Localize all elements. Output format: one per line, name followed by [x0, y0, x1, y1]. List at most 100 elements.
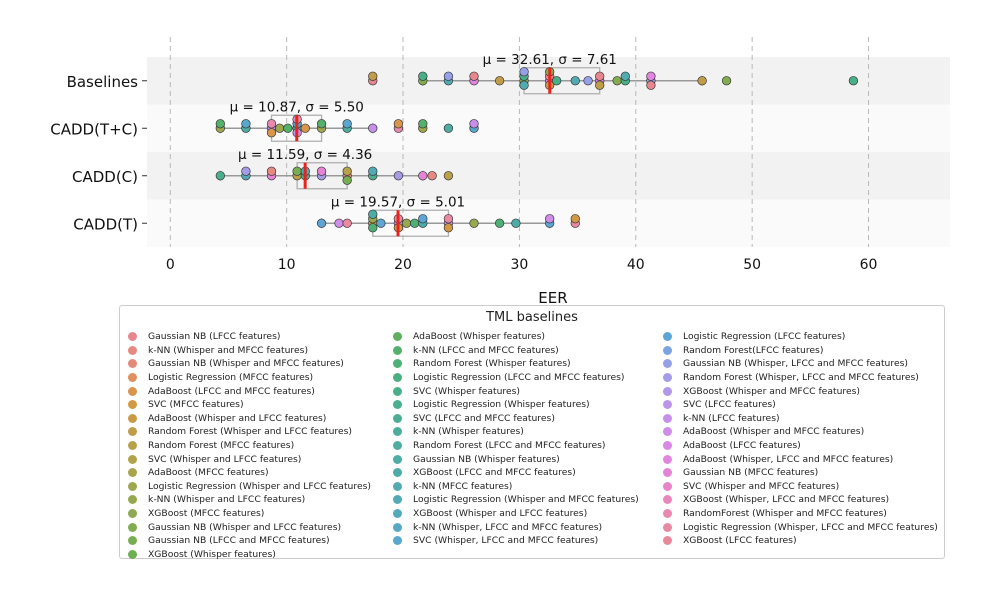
legend-item: AdaBoost (Whisper and MFCC features): [663, 425, 938, 439]
legend-marker: [128, 332, 137, 342]
legend-item: XGBoost (MFCC features): [128, 507, 371, 521]
legend-marker: [128, 495, 137, 505]
legend-label: XGBoost (MFCC features): [148, 508, 265, 520]
legend-marker: [663, 332, 672, 342]
legend-label: Gaussian NB (Whisper and LFCC features): [148, 521, 342, 533]
data-point: [570, 214, 580, 224]
legend-marker: [128, 345, 137, 355]
legend-label: AdaBoost (LFCC features): [683, 440, 801, 452]
data-point: [368, 223, 378, 233]
mean-sd-annotation: μ = 11.59, σ = 4.36: [238, 147, 372, 163]
data-point: [443, 71, 454, 81]
legend-marker: [128, 413, 137, 423]
x-tick-label: 60: [860, 257, 878, 273]
data-point: [266, 128, 277, 138]
legend-item: Random Forest(LFCC features): [663, 344, 938, 358]
legend-marker: [393, 413, 402, 423]
legend-item: AdaBoost (Whisper features): [393, 330, 639, 344]
legend-marker: [393, 400, 402, 410]
legend-item: Logistic Regression (Whisper and MFCC fe…: [393, 493, 639, 507]
data-point: [583, 76, 593, 86]
data-point: [570, 76, 580, 86]
legend-label: Logistic Regression (MFCC features): [148, 372, 314, 384]
legend-marker: [393, 509, 402, 519]
data-point: [551, 76, 562, 86]
legend-marker: [128, 441, 137, 451]
data-point: [646, 71, 656, 81]
x-tick-label: 0: [166, 257, 175, 273]
data-point: [368, 71, 378, 81]
legend-marker: [663, 413, 672, 423]
data-point: [443, 123, 454, 133]
legend-item: SVC (Whisper and MFCC features): [663, 480, 938, 494]
legend-marker: [128, 509, 137, 519]
legend-marker: [393, 468, 402, 478]
legend-marker: [663, 522, 672, 532]
legend-item: SVC (MFCC features): [128, 398, 371, 412]
data-point: [316, 166, 327, 176]
legend-item: XGBoost (LFCC features): [663, 534, 938, 548]
data-point: [469, 119, 479, 129]
legend-marker: [128, 427, 137, 437]
legend-label: AdaBoost (Whisper and MFCC features): [683, 426, 865, 438]
data-point: [418, 71, 428, 81]
legend-item: Gaussian NB (LFCC features): [128, 330, 371, 344]
legend-label: Random Forest (MFCC features): [148, 440, 295, 452]
legend-item: AdaBoost (LFCC and MFCC features): [128, 384, 371, 398]
data-point: [292, 166, 302, 176]
legend-marker: [128, 522, 137, 532]
data-point: [620, 71, 630, 81]
legend-item: Gaussian NB (Whisper, LFCC and MFCC feat…: [663, 357, 938, 371]
legend-label: Logistic Regression (LFCC and MFCC featu…: [413, 372, 625, 384]
data-point: [283, 123, 293, 133]
legend-marker: [128, 481, 137, 491]
legend-label: RandomForest (Whisper and MFCC features): [683, 508, 887, 520]
legend-column-1: Gaussian NB (LFCC features) k-NN (Whisper…: [128, 330, 371, 561]
legend-label: k-NN (Whisper features): [413, 426, 524, 438]
data-point: [443, 223, 454, 233]
data-point: [241, 166, 251, 176]
legend-label: Logistic Regression (Whisper features): [413, 399, 590, 411]
data-point: [410, 218, 420, 228]
data-point: [697, 76, 707, 86]
data-point: [368, 166, 378, 176]
data-point: [848, 76, 859, 86]
legend-item: RandomForest (Whisper and MFCC features): [663, 507, 938, 521]
legend-label: Logistic Regression (LFCC features): [683, 331, 846, 343]
legend-item: Logistic Regression (Whisper and LFCC fe…: [128, 480, 371, 494]
legend-label: SVC (Whisper and LFCC features): [148, 453, 302, 465]
legend-item: k-NN (MFCC features): [393, 480, 639, 494]
legend-item: XGBoost (LFCC and MFCC features): [393, 466, 639, 480]
legend-marker: [663, 468, 672, 478]
legend-item: k-NN (LFCC features): [663, 412, 938, 426]
legend-title: TML baselines: [486, 310, 578, 325]
legend-label: k-NN (MFCC features): [413, 480, 513, 492]
legend-marker: [128, 454, 137, 464]
legend-marker: [663, 345, 672, 355]
mean-sd-annotation: μ = 10.87, σ = 5.50: [230, 99, 364, 115]
legend-item: SVC (Whisper features): [393, 384, 639, 398]
data-point: [519, 80, 529, 90]
legend-marker: [128, 549, 137, 559]
legend-item: Random Forest (LFCC and MFCC features): [393, 439, 639, 453]
legend-item: k-NN (Whisper and MFCC features): [128, 344, 371, 358]
legend-label: SVC (Whisper, LFCC and MFCC features): [413, 535, 599, 547]
y-tick-labels: Baselines CADD(T+C) CADD(C) CADD(T): [50, 73, 147, 233]
data-point: [511, 218, 521, 228]
legend-label: Gaussian NB (Whisper and MFCC features): [148, 358, 344, 370]
data-point: [519, 67, 529, 77]
legend-label: k-NN (LFCC features): [683, 412, 780, 424]
legend-marker: [393, 427, 402, 437]
legend-label: Random Forest (Whisper features): [413, 358, 571, 370]
legend-item: AdaBoost (MFCC features): [128, 466, 371, 480]
legend-label: SVC (Whisper and MFCC features): [683, 480, 840, 492]
data-point: [595, 71, 605, 81]
legend-marker: [393, 495, 402, 505]
legend-marker: [663, 509, 672, 519]
legend-marker: [663, 359, 672, 369]
legend-label: k-NN (Whisper and MFCC features): [148, 344, 309, 356]
legend-marker: [393, 536, 402, 546]
legend-item: Random Forest (Whisper, LFCC and MFCC fe…: [663, 371, 938, 385]
data-point: [494, 218, 505, 228]
